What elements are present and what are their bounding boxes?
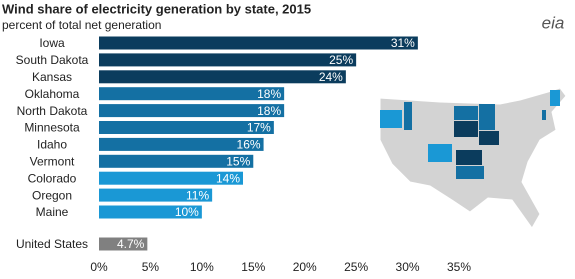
map-state (456, 166, 484, 179)
map-state (479, 131, 499, 145)
bar (99, 154, 254, 168)
bar (99, 121, 274, 134)
value-label: 15% (226, 154, 250, 168)
bar (99, 36, 418, 50)
chart-subtitle: percent of total net generation (2, 18, 161, 32)
map-state (404, 102, 412, 130)
value-label: 25% (329, 53, 353, 67)
x-tick-label: 25% (344, 260, 368, 274)
map-state (479, 104, 495, 130)
map-state (454, 121, 478, 137)
value-label: 14% (216, 171, 240, 185)
y-tick-label: North Dakota (17, 104, 88, 118)
chart-title: Wind share of electricity generation by … (2, 1, 311, 16)
value-label: 17% (247, 121, 271, 135)
y-tick-label: Iowa (39, 36, 65, 50)
bar (99, 171, 243, 185)
map-state (454, 106, 478, 120)
bar (99, 70, 346, 84)
bar (99, 53, 357, 67)
value-label: 31% (391, 36, 415, 50)
x-tick-label: 5% (142, 260, 160, 274)
value-label: 11% (186, 188, 209, 202)
x-tick-label: 35% (447, 260, 471, 274)
map-state (380, 110, 402, 128)
map-state (542, 110, 546, 120)
bar (99, 188, 213, 202)
y-tick-label: Vermont (30, 154, 75, 168)
y-tick-label: Oklahoma (25, 87, 80, 101)
bar (99, 104, 285, 118)
y-tick-label: South Dakota (16, 53, 89, 67)
bar (99, 137, 264, 151)
us-map (379, 87, 567, 229)
bar (99, 237, 148, 251)
x-tick-label: 0% (90, 260, 108, 274)
map-state (550, 90, 560, 106)
bar (99, 87, 285, 101)
map-state (428, 144, 452, 162)
map-state (456, 150, 482, 165)
value-label: 18% (257, 104, 281, 118)
x-tick-label: 30% (396, 260, 420, 274)
y-tick-label: Kansas (32, 70, 72, 84)
y-tick-label: Colorado (28, 171, 77, 185)
y-tick-label: Oregon (32, 188, 72, 202)
y-tick-label: United States (16, 237, 88, 251)
x-tick-label: 10% (190, 260, 214, 274)
x-tick-label: 20% (293, 260, 317, 274)
y-tick-label: Maine (36, 205, 69, 219)
value-label: 16% (237, 138, 261, 152)
value-label: 10% (175, 205, 199, 219)
y-tick-label: Idaho (37, 138, 67, 152)
logo: eia (542, 13, 565, 32)
x-tick-label: 15% (241, 260, 265, 274)
y-tick-label: Minnesota (24, 121, 80, 135)
value-label: 18% (257, 87, 281, 101)
value-label: 24% (319, 70, 343, 84)
value-label: 4.7% (117, 237, 145, 251)
bar (99, 205, 202, 219)
